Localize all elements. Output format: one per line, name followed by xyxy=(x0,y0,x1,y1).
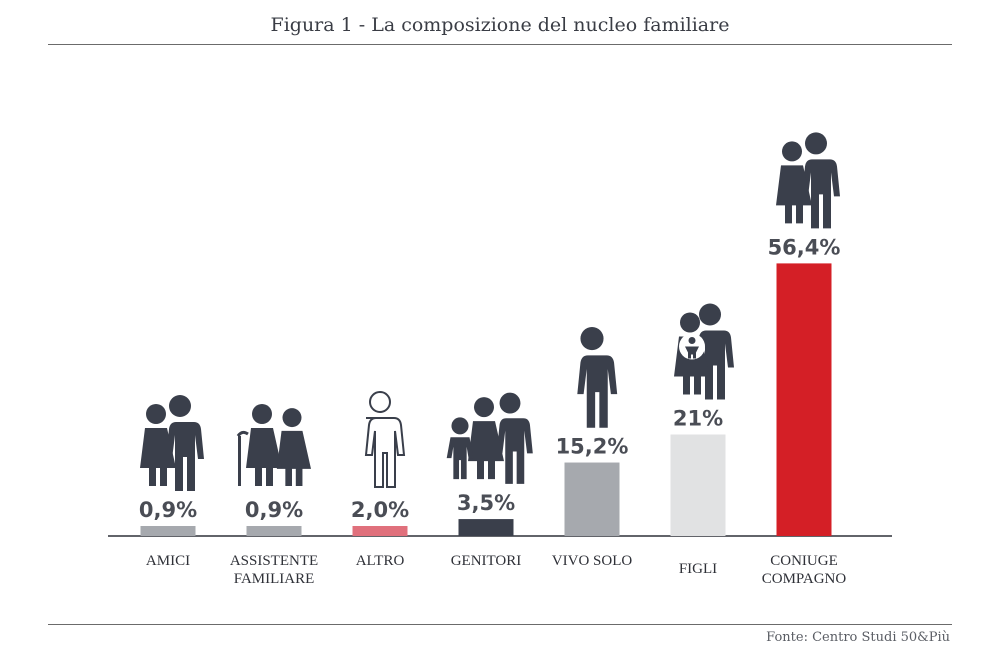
data-label: 56,4% xyxy=(768,235,841,259)
category-label: CONIUGE xyxy=(770,553,838,569)
bar xyxy=(776,263,832,536)
person-outline-icon xyxy=(364,391,406,488)
category-label: GENITORI xyxy=(451,553,522,569)
bar xyxy=(352,526,408,536)
category-label: FIGLI xyxy=(679,561,717,577)
bar xyxy=(246,526,302,536)
data-label: 0,9% xyxy=(139,498,197,522)
category-label: VIVO SOLO xyxy=(552,553,633,569)
bottom-divider xyxy=(48,624,952,625)
data-label: 0,9% xyxy=(245,498,303,522)
family-with-child-icon xyxy=(446,392,533,484)
category-label: COMPAGNO xyxy=(762,571,847,587)
bar xyxy=(564,462,620,536)
category-label: AMICI xyxy=(146,553,190,569)
bar xyxy=(140,526,196,536)
data-label: 21% xyxy=(673,407,723,431)
bar xyxy=(458,519,514,536)
chart-title: Figura 1 - La composizione del nucleo fa… xyxy=(270,14,730,36)
parents-with-baby-icon xyxy=(674,303,734,400)
category-label: ASSISTENTE xyxy=(230,553,318,569)
top-divider xyxy=(48,44,952,45)
couple-icon xyxy=(776,132,840,229)
data-label: 2,0% xyxy=(351,498,409,522)
data-label: 15,2% xyxy=(556,435,629,459)
source-note: Fonte: Centro Studi 50&Più xyxy=(766,630,950,645)
bar xyxy=(670,434,726,536)
single-person-icon xyxy=(577,326,618,428)
couple-icon xyxy=(140,395,204,491)
category-label: ALTRO xyxy=(356,553,405,569)
data-label: 3,5% xyxy=(457,491,515,515)
elder-with-caregiver-icon xyxy=(236,404,311,486)
category-label: FAMILIARE xyxy=(234,571,315,587)
